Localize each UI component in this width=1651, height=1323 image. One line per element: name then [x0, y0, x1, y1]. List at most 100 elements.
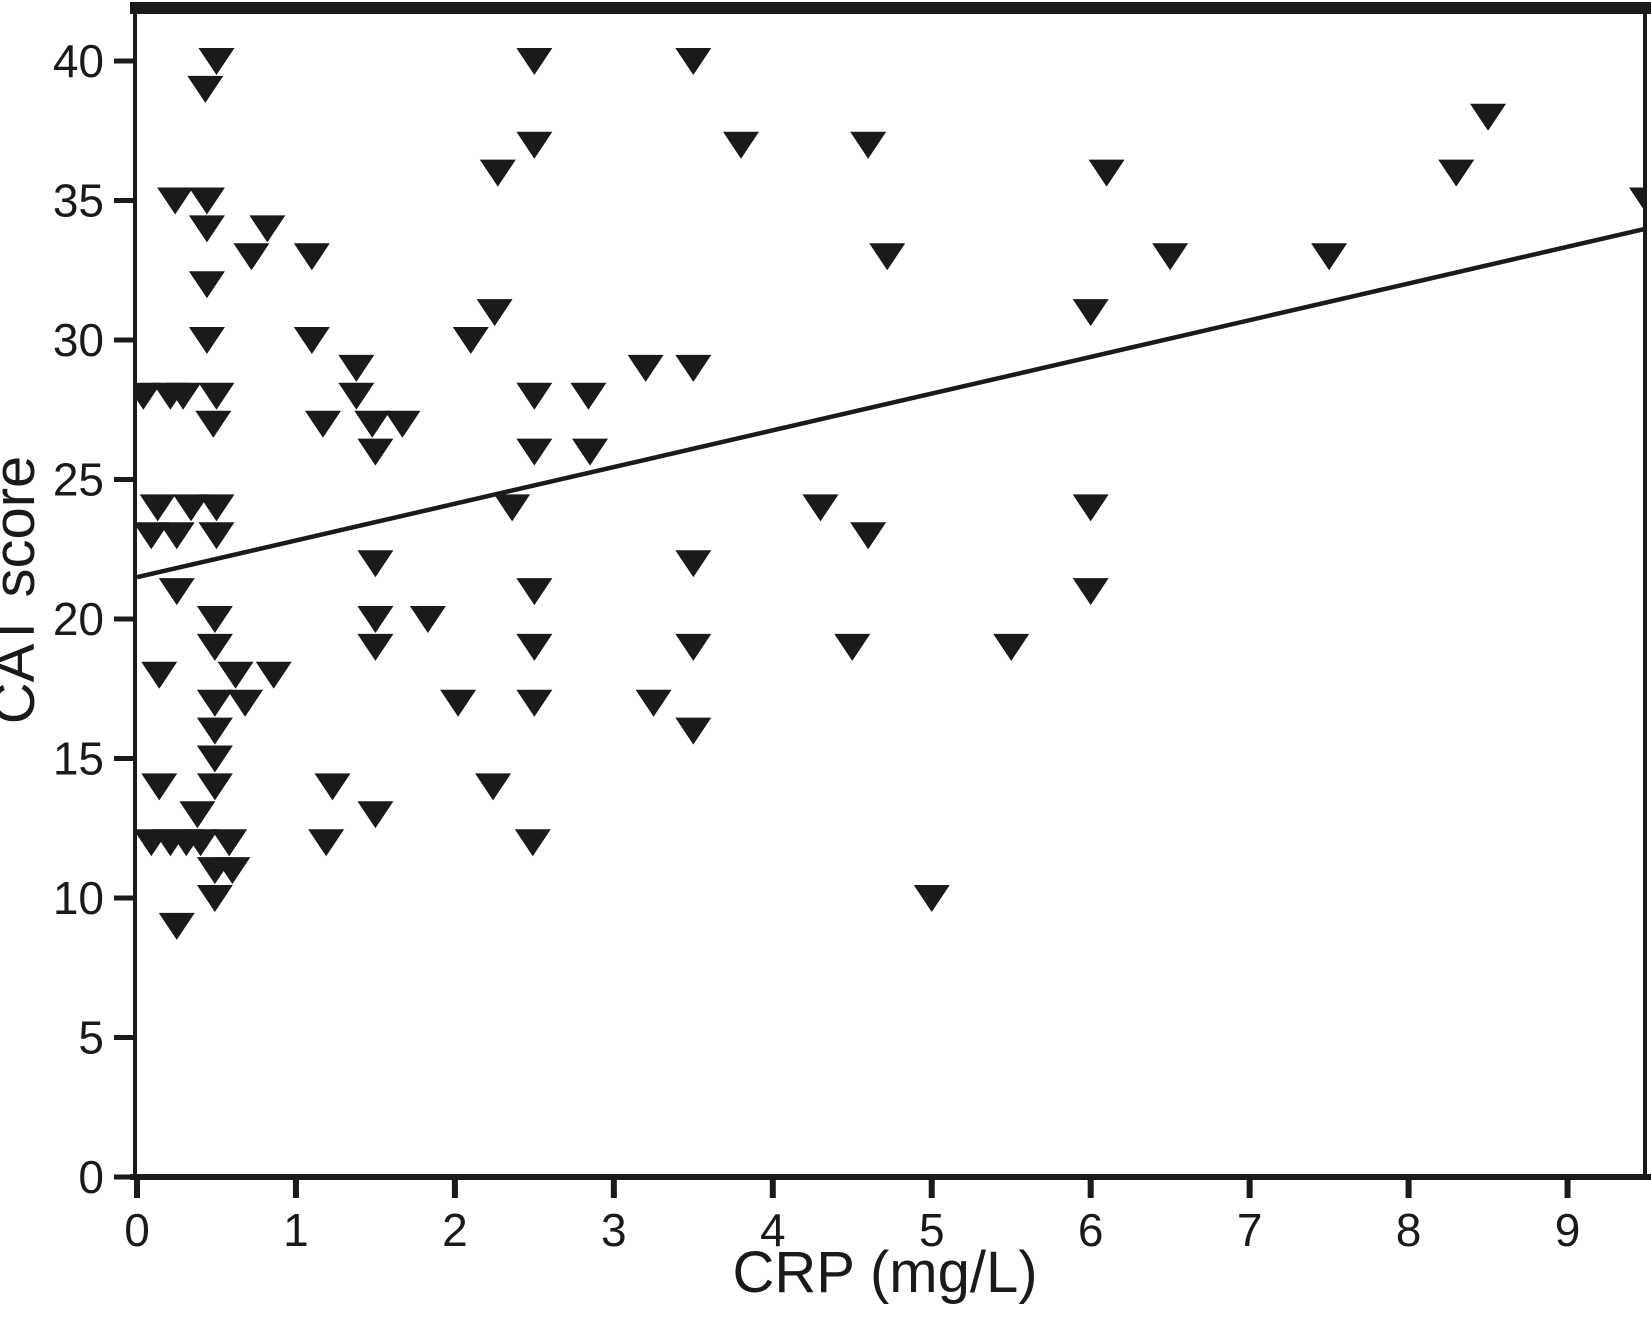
data-point-marker — [314, 773, 351, 801]
data-point-marker — [198, 382, 235, 410]
data-point-marker — [198, 48, 235, 76]
data-point-marker — [195, 410, 232, 438]
regression-line-group — [136, 226, 1647, 580]
data-point-marker — [357, 801, 394, 829]
data-point-marker — [516, 48, 553, 76]
data-point-marker — [188, 327, 225, 355]
data-point-marker — [476, 299, 513, 327]
data-points — [136, 48, 1647, 940]
data-point-marker — [338, 382, 375, 410]
data-point-marker — [293, 243, 330, 271]
y-tick-label: 40 — [53, 35, 104, 87]
data-point-marker — [158, 578, 195, 606]
data-point-marker — [304, 410, 341, 438]
data-point-marker — [993, 633, 1030, 661]
data-point-marker — [723, 131, 759, 159]
y-axis-ticks: 0 5 10 15 20 25 30 35 40 — [53, 35, 134, 1203]
data-point-marker — [357, 633, 394, 661]
data-point-marker — [354, 410, 391, 438]
data-point-marker — [834, 633, 871, 661]
data-point-marker — [357, 438, 394, 466]
data-point-marker — [179, 801, 216, 829]
y-axis-line — [133, 2, 137, 1178]
data-point-marker — [165, 382, 202, 410]
y-tick-label: 10 — [53, 872, 104, 924]
data-point-marker — [188, 271, 225, 299]
y-tick-label: 5 — [78, 1012, 104, 1064]
plot-frame — [130, 2, 1651, 1180]
data-point-marker — [572, 438, 608, 466]
data-point-marker — [357, 550, 394, 578]
data-point-marker — [196, 717, 233, 745]
data-point-marker — [198, 522, 235, 550]
data-point-marker — [1072, 494, 1109, 522]
data-point-marker — [494, 494, 531, 522]
data-point-marker — [440, 689, 477, 717]
x-tick-label: 6 — [1078, 1204, 1104, 1256]
data-point-marker — [139, 494, 176, 522]
data-point-marker — [293, 327, 330, 355]
data-point-marker — [338, 354, 375, 382]
data-point-marker — [217, 661, 254, 689]
y-tick-label: 35 — [53, 175, 104, 227]
data-point-marker — [635, 689, 672, 717]
data-point-marker — [850, 522, 887, 550]
data-point-marker — [479, 159, 516, 187]
data-point-marker — [158, 912, 195, 940]
data-point-marker — [255, 661, 292, 689]
data-point-marker — [357, 606, 394, 634]
data-point-marker — [675, 633, 712, 661]
data-point-marker — [452, 327, 489, 355]
data-point-marker — [211, 829, 248, 857]
x-axis-title: CRP (mg/L) — [732, 1240, 1037, 1305]
data-point-marker — [516, 382, 553, 410]
data-point-marker — [214, 857, 251, 885]
y-tick-label: 25 — [53, 454, 104, 506]
data-point-marker — [1072, 299, 1109, 327]
data-point-marker — [675, 717, 712, 745]
x-tick-label: 2 — [442, 1204, 468, 1256]
x-axis-line — [130, 1174, 1651, 1180]
x-tick-label: 4 — [760, 1204, 786, 1256]
data-point-marker — [198, 494, 235, 522]
data-point-marker — [1438, 159, 1475, 187]
data-point-marker — [1088, 159, 1125, 187]
data-point-marker — [675, 550, 712, 578]
data-point-marker — [141, 773, 178, 801]
data-point-marker — [516, 633, 553, 661]
data-point-marker — [196, 606, 233, 634]
data-point-marker — [196, 745, 233, 773]
data-point-marker — [409, 606, 446, 634]
data-point-marker — [1311, 243, 1348, 271]
data-point-marker — [802, 494, 839, 522]
data-point-marker — [227, 689, 264, 717]
data-point-marker — [1470, 103, 1507, 131]
data-point-marker — [196, 633, 233, 661]
data-point-marker — [1152, 243, 1189, 271]
data-point-marker — [869, 243, 906, 271]
y-tick-label: 30 — [53, 314, 104, 366]
x-axis-ticks: 0 1 2 3 4 5 6 7 8 9 — [124, 1177, 1580, 1256]
data-point-marker — [516, 578, 553, 606]
y-tick-label: 15 — [53, 733, 104, 785]
data-point-marker — [516, 689, 553, 717]
data-point-marker — [141, 661, 178, 689]
data-point-marker — [675, 354, 712, 382]
data-point-marker — [384, 410, 421, 438]
data-point-marker — [233, 243, 270, 271]
data-point-marker — [913, 885, 950, 913]
frame-top-border — [130, 2, 1651, 14]
data-point-marker — [475, 773, 512, 801]
data-point-marker — [158, 522, 195, 550]
data-point-marker — [514, 829, 551, 857]
data-point-marker — [627, 354, 664, 382]
x-tick-label: 0 — [124, 1204, 150, 1256]
x-tick-label: 5 — [919, 1204, 945, 1256]
data-point-marker — [850, 131, 887, 159]
y-axis-title: CAT score — [0, 456, 47, 725]
frame-right-border — [1643, 2, 1647, 1178]
data-point-marker — [516, 131, 553, 159]
data-point-marker — [173, 494, 210, 522]
x-tick-label: 8 — [1396, 1204, 1422, 1256]
